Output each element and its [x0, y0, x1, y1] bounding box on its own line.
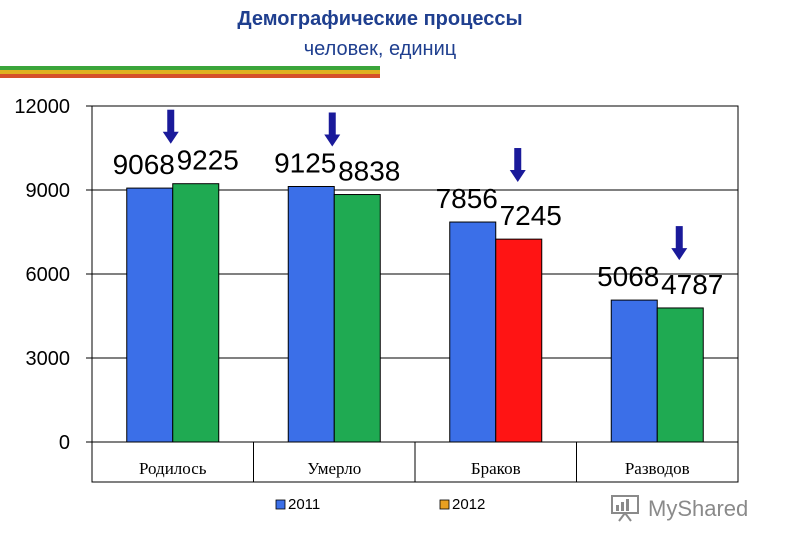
data-label: 9225	[177, 145, 239, 176]
chart-subtitle: человек, единиц	[303, 38, 457, 60]
down-arrow-icon	[167, 109, 175, 134]
bar-2011	[287, 186, 335, 443]
data-label: 9068	[113, 149, 175, 180]
legend-swatch	[439, 499, 450, 510]
bar-2011	[449, 221, 497, 443]
y-tick-label: 0	[59, 432, 70, 454]
data-label: 7856	[436, 183, 498, 214]
x-tick-label: Родилось	[139, 459, 207, 478]
data-label: 8838	[338, 156, 400, 187]
data-label: 4787	[661, 269, 723, 300]
legend-swatch	[275, 499, 286, 510]
down-arrow-icon	[328, 112, 336, 137]
watermark-text: MyShared	[648, 496, 749, 521]
down-arrow-icon	[675, 226, 683, 251]
data-label: 9125	[274, 148, 336, 179]
bar-2011	[610, 299, 658, 443]
bar-2012	[333, 194, 381, 443]
y-tick-label: 6000	[26, 264, 71, 286]
down-arrow-head-icon	[324, 134, 341, 147]
down-arrow-icon	[514, 148, 522, 173]
bar-2012	[172, 183, 220, 443]
bar-2012	[656, 307, 704, 443]
presentation-board-icon	[611, 495, 639, 522]
chart-title: Демографические процессы	[237, 8, 523, 30]
x-tick-label: Браков	[471, 459, 521, 478]
y-tick-label: 12000	[14, 96, 70, 118]
down-arrow-head-icon	[671, 248, 688, 261]
watermark: MyShared	[608, 492, 778, 526]
legend-label: 2012	[452, 496, 485, 513]
x-tick-label: Разводов	[625, 459, 690, 478]
y-tick-label: 9000	[26, 180, 71, 202]
decorative-stripe-green	[0, 66, 380, 70]
down-arrow-head-icon	[509, 170, 526, 183]
decorative-stripe-red	[0, 74, 380, 78]
legend-label: 2011	[288, 496, 320, 513]
y-tick-label: 3000	[26, 348, 71, 370]
bar-2011	[126, 187, 174, 443]
decorative-stripe-yellow	[0, 70, 380, 74]
x-tick-label: Умерло	[307, 459, 361, 478]
data-label: 5068	[597, 261, 659, 292]
bar-2012	[495, 238, 543, 443]
data-label: 7245	[500, 200, 562, 231]
down-arrow-head-icon	[162, 131, 179, 144]
